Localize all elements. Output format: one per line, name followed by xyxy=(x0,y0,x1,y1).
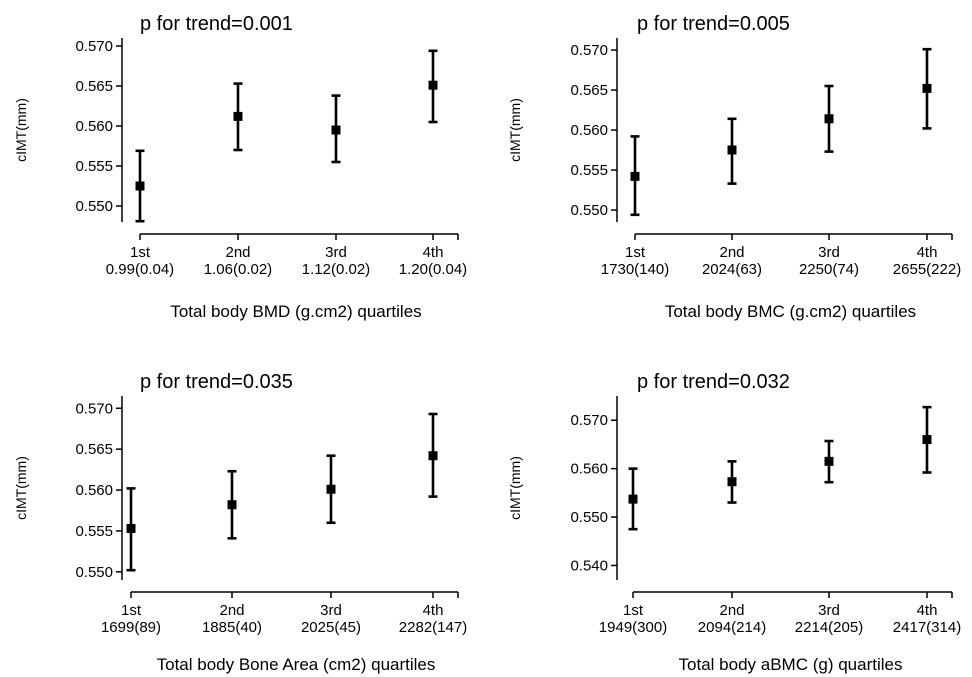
y-axis-label: cIMT(mm) xyxy=(13,98,29,162)
x-tick-sublabel: 1.20(0.04) xyxy=(399,261,467,278)
x-axis-label: Total body BMC (g.cm2) quartiles xyxy=(665,302,916,321)
data-point xyxy=(428,80,438,90)
y-tick-label: 0.555 xyxy=(570,162,608,179)
x-tick-sublabel: 2024(63) xyxy=(702,261,762,278)
x-tick-sublabel: 2094(214) xyxy=(698,619,766,636)
y-tick-label: 0.555 xyxy=(75,523,113,540)
x-tick-sublabel: 1699(89) xyxy=(101,619,161,636)
data-point xyxy=(628,494,638,504)
data-point xyxy=(135,181,145,191)
x-tick-label: 1st xyxy=(623,602,644,619)
x-tick-label: 2nd xyxy=(719,602,744,619)
y-tick-label: 0.565 xyxy=(75,441,113,458)
x-tick-sublabel: 2282(147) xyxy=(399,619,467,636)
y-tick-label: 0.540 xyxy=(570,557,608,574)
data-point xyxy=(630,171,640,181)
x-tick-label: 4th xyxy=(917,602,938,619)
y-tick-label: 0.570 xyxy=(570,42,608,59)
x-tick-sublabel: 1885(40) xyxy=(202,619,262,636)
x-tick-label: 4th xyxy=(423,244,444,261)
data-point xyxy=(824,456,834,466)
data-point xyxy=(326,484,336,494)
x-tick-sublabel: 0.99(0.04) xyxy=(106,261,174,278)
data-point xyxy=(727,477,737,487)
x-tick-label: 2nd xyxy=(225,244,250,261)
y-axis-label: cIMT(mm) xyxy=(507,456,523,520)
x-tick-sublabel: 1.12(0.02) xyxy=(302,261,370,278)
x-tick-label: 3rd xyxy=(818,602,840,619)
x-tick-label: 3rd xyxy=(325,244,347,261)
x-tick-sublabel: 1.06(0.02) xyxy=(204,261,272,278)
chart-panel: p for trend=0.035 0.550 0.555 0.560 0.565 0.5… xyxy=(13,371,467,674)
x-axis-label: Total body aBMC (g) quartiles xyxy=(679,655,903,674)
chart-title: p for trend=0.032 xyxy=(637,371,790,393)
x-tick-label: 2nd xyxy=(219,602,244,619)
y-tick-label: 0.565 xyxy=(570,82,608,99)
x-tick-label: 1st xyxy=(121,602,142,619)
chart-panel: p for trend=0.032 0.540 0.550 0.560 0.570 cIM… xyxy=(507,371,961,674)
y-tick-label: 0.560 xyxy=(570,122,608,139)
x-tick-sublabel: 2655(222) xyxy=(893,261,961,278)
data-point xyxy=(824,114,834,124)
y-axis-label: cIMT(mm) xyxy=(13,456,29,520)
y-tick-label: 0.550 xyxy=(570,509,608,526)
x-tick-sublabel: 2025(45) xyxy=(301,619,361,636)
y-tick-label: 0.555 xyxy=(75,158,113,175)
x-tick-label: 2nd xyxy=(719,244,744,261)
x-tick-label: 3rd xyxy=(818,244,840,261)
x-tick-label: 1st xyxy=(130,244,151,261)
data-point xyxy=(331,125,341,135)
x-axis-label: Total body Bone Area (cm2) quartiles xyxy=(157,655,436,674)
x-tick-label: 3rd xyxy=(320,602,342,619)
y-tick-label: 0.560 xyxy=(75,118,113,135)
data-point xyxy=(428,451,438,461)
x-tick-sublabel: 1949(300) xyxy=(599,619,667,636)
y-tick-label: 0.550 xyxy=(75,198,113,215)
y-tick-label: 0.570 xyxy=(75,400,113,417)
y-tick-label: 0.565 xyxy=(75,78,113,95)
x-tick-sublabel: 2214(205) xyxy=(795,619,863,636)
y-axis-label: cIMT(mm) xyxy=(507,98,523,162)
x-tick-label: 4th xyxy=(423,602,444,619)
x-tick-sublabel: 2417(314) xyxy=(893,619,961,636)
data-point xyxy=(727,145,737,155)
chart-title: p for trend=0.001 xyxy=(140,13,293,35)
x-tick-label: 4th xyxy=(917,244,938,261)
y-tick-label: 0.570 xyxy=(75,38,113,55)
data-point xyxy=(126,523,136,533)
x-tick-label: 1st xyxy=(625,244,646,261)
chart-panel: p for trend=0.001 0.550 0.555 0.560 0.565 0.5… xyxy=(13,13,467,321)
y-tick-label: 0.570 xyxy=(570,412,608,429)
y-tick-label: 0.560 xyxy=(570,461,608,478)
x-tick-sublabel: 2250(74) xyxy=(799,261,859,278)
y-tick-label: 0.560 xyxy=(75,482,113,499)
x-axis-label: Total body BMD (g.cm2) quartiles xyxy=(170,302,421,321)
data-point xyxy=(227,500,237,510)
chart-title: p for trend=0.035 xyxy=(140,371,293,393)
y-tick-label: 0.550 xyxy=(570,202,608,219)
data-point xyxy=(233,111,243,121)
data-point xyxy=(922,83,932,93)
chart-panel: p for trend=0.005 0.550 0.555 0.560 0.565 0.5… xyxy=(507,13,961,321)
data-point xyxy=(922,435,932,445)
y-tick-label: 0.550 xyxy=(75,564,113,581)
chart-title: p for trend=0.005 xyxy=(637,13,790,35)
x-tick-sublabel: 1730(140) xyxy=(601,261,669,278)
